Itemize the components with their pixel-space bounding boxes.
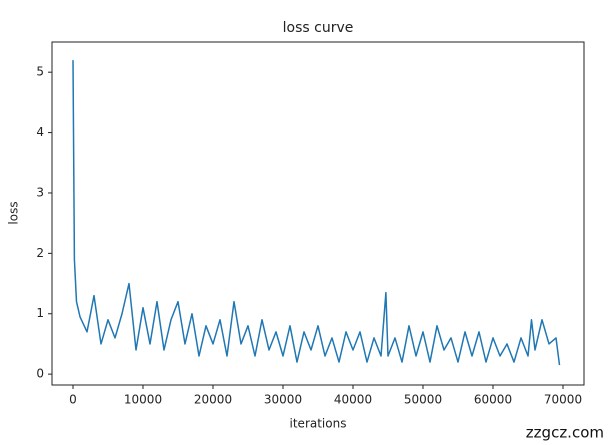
- y-tick-label: 0: [36, 367, 44, 381]
- y-tick-label: 2: [36, 246, 44, 260]
- y-axis-label: loss: [7, 201, 21, 224]
- x-tick-label: 60000: [474, 393, 512, 407]
- y-tick-label: 1: [36, 306, 44, 320]
- x-axis-label: iterations: [290, 417, 347, 431]
- chart-title: loss curve: [283, 20, 354, 36]
- x-tick-label: 30000: [264, 393, 302, 407]
- plot-frame: [51, 41, 585, 386]
- x-tick-label: 20000: [194, 393, 232, 407]
- y-tick-label: 3: [36, 185, 44, 199]
- y-tick-label: 4: [36, 125, 44, 139]
- x-tick-label: 40000: [334, 393, 372, 407]
- watermark: zzgcz.com: [526, 424, 604, 442]
- x-tick-label: 70000: [544, 393, 582, 407]
- y-tick-label: 5: [36, 65, 44, 79]
- x-tick-label: 50000: [404, 393, 442, 407]
- x-tick-label: 0: [69, 393, 77, 407]
- loss-line: [72, 60, 561, 366]
- x-tick-label: 10000: [124, 393, 162, 407]
